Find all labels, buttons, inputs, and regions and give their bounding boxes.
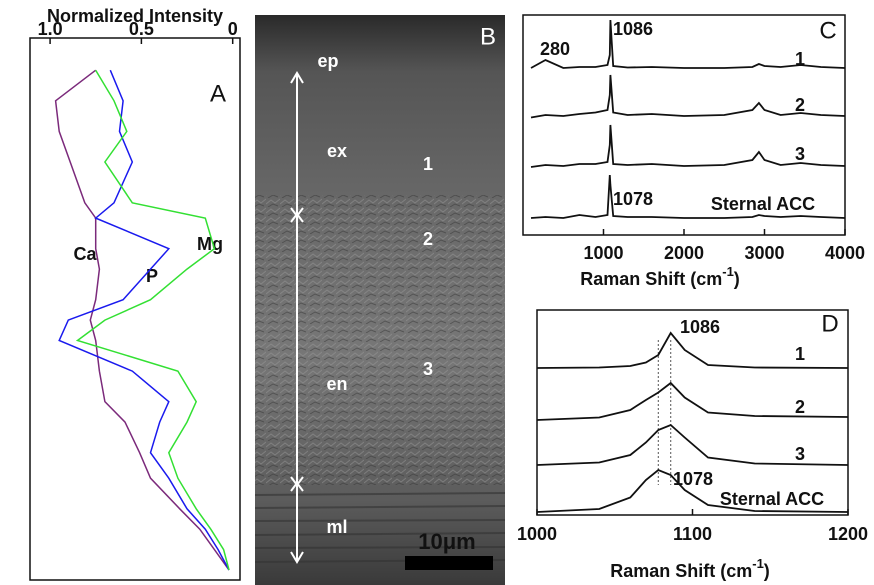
- layer-label: ml: [326, 517, 347, 537]
- spectrum-line: [536, 331, 849, 369]
- panel-a-frame: [29, 37, 241, 581]
- profile-line: [58, 69, 230, 571]
- x-tick-label: 1000: [517, 524, 557, 544]
- x-axis-label: Raman Shift (cm-1): [610, 556, 770, 580]
- x-axis-label-end: ): [734, 269, 740, 289]
- x-tick-label: 2000: [664, 243, 704, 263]
- region-label: 3: [423, 359, 433, 379]
- x-tick-label: 1100: [673, 524, 712, 544]
- region-label: 2: [423, 229, 433, 249]
- series-label: 2: [795, 95, 805, 115]
- profile-line: [75, 69, 230, 571]
- region-label: 1: [423, 154, 433, 174]
- depth-arrow: [290, 71, 304, 564]
- x-tick-label: 1200: [828, 524, 868, 544]
- series-label: 2: [795, 397, 805, 417]
- spectrum-line: [536, 381, 849, 421]
- series-label: Sternal ACC: [711, 194, 815, 214]
- x-tick-label: 4000: [825, 243, 865, 263]
- panel-label: A: [210, 80, 226, 107]
- series-label: Sternal ACC: [720, 489, 824, 509]
- panel-label: B: [480, 23, 496, 50]
- scale-bar: [405, 556, 493, 570]
- series-label: Ca: [73, 244, 97, 264]
- layer-label: ep: [317, 51, 338, 71]
- series-label: 1: [795, 344, 805, 364]
- panel-a-title: Normalized Intensity: [47, 6, 223, 26]
- spectrum-line: [530, 74, 846, 119]
- layer-label: en: [326, 374, 347, 394]
- x-tick-label: 3000: [744, 243, 784, 263]
- series-label: 3: [795, 444, 805, 464]
- spectrum-line: [536, 423, 849, 466]
- sem-texture: [255, 195, 505, 485]
- panel-label: C: [819, 17, 836, 44]
- x-axis-label-sup: -1: [752, 556, 764, 571]
- spectrum-line: [530, 174, 846, 219]
- peak-label: 1086: [680, 317, 720, 337]
- spectrum-line: [530, 19, 846, 69]
- peak-label: 1078: [673, 469, 713, 489]
- spectrum-line: [536, 468, 849, 513]
- x-tick-label: 1000: [583, 243, 623, 263]
- series-label: 3: [795, 144, 805, 164]
- peak-label: 1086: [613, 19, 653, 39]
- x-tick-label: 0: [228, 19, 238, 39]
- panel-label: D: [821, 310, 838, 337]
- profile-line: [54, 69, 230, 571]
- series-label: 1: [795, 49, 805, 69]
- series-label: Mg: [197, 234, 223, 254]
- x-axis-label-text: Raman Shift (cm: [610, 561, 752, 581]
- x-tick-label: 0.5: [129, 19, 154, 39]
- spectrum-line: [530, 124, 846, 168]
- x-axis-label-text: Raman Shift (cm: [580, 269, 722, 289]
- x-axis-label-end: ): [764, 561, 770, 581]
- peak-label: 280: [540, 39, 570, 59]
- layer-label: ex: [327, 141, 347, 161]
- series-label: P: [146, 266, 158, 286]
- scale-bar-label: 10μm: [418, 529, 476, 554]
- x-axis-label-sup: -1: [722, 264, 734, 279]
- x-axis-label: Raman Shift (cm-1): [580, 264, 740, 288]
- peak-label: 1078: [613, 189, 653, 209]
- x-tick-label: 1.0: [38, 19, 63, 39]
